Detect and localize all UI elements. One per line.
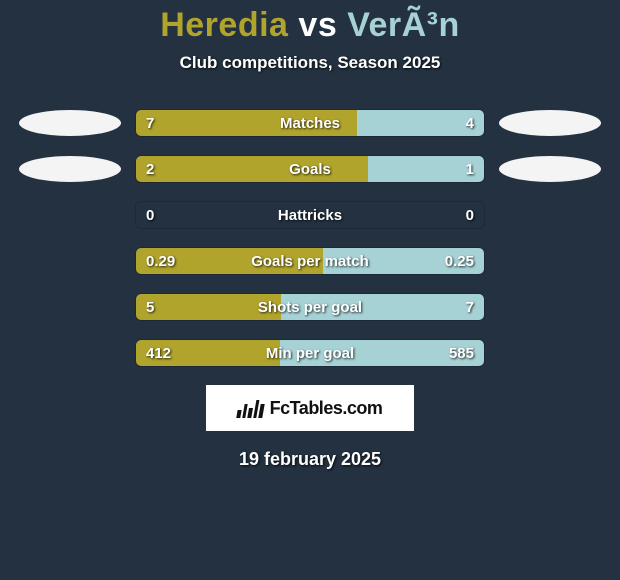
title-vs: vs xyxy=(298,6,337,44)
title-player1: Heredia xyxy=(160,6,288,44)
stat-bar: 0.290.25Goals per match xyxy=(135,247,485,275)
stat-label: Shots per goal xyxy=(136,294,484,320)
stat-bar: 412585Min per goal xyxy=(135,339,485,367)
stat-label: Matches xyxy=(136,110,484,136)
stat-row: 21Goals xyxy=(0,155,620,183)
subtitle: Club competitions, Season 2025 xyxy=(0,53,620,73)
player1-badge xyxy=(15,155,125,183)
stat-rows: 74Matches 21Goals 00Hattricks 0.290.25Goals… xyxy=(0,109,620,367)
comparison-card: Heredia vs VerÃ³n Club competitions, Sea… xyxy=(0,0,620,470)
stat-label: Min per goal xyxy=(136,340,484,366)
stat-row: 57Shots per goal xyxy=(0,293,620,321)
stat-row: 0.290.25Goals per match xyxy=(0,247,620,275)
player2-badge xyxy=(495,109,605,137)
stat-row: 412585Min per goal xyxy=(0,339,620,367)
stat-row: 00Hattricks xyxy=(0,201,620,229)
date-label: 19 february 2025 xyxy=(0,449,620,470)
player1-badge xyxy=(15,109,125,137)
page-title: Heredia vs VerÃ³n xyxy=(0,6,620,45)
stat-bar: 57Shots per goal xyxy=(135,293,485,321)
bars-icon xyxy=(236,398,266,418)
logo-text: FcTables.com xyxy=(270,398,383,419)
stat-row: 74Matches xyxy=(0,109,620,137)
stat-bar: 21Goals xyxy=(135,155,485,183)
stat-label: Hattricks xyxy=(136,202,484,228)
title-player2: VerÃ³n xyxy=(347,6,460,44)
stat-label: Goals xyxy=(136,156,484,182)
stat-bar: 00Hattricks xyxy=(135,201,485,229)
stat-label: Goals per match xyxy=(136,248,484,274)
player2-badge xyxy=(495,155,605,183)
fctables-logo: FcTables.com xyxy=(206,385,414,431)
stat-bar: 74Matches xyxy=(135,109,485,137)
